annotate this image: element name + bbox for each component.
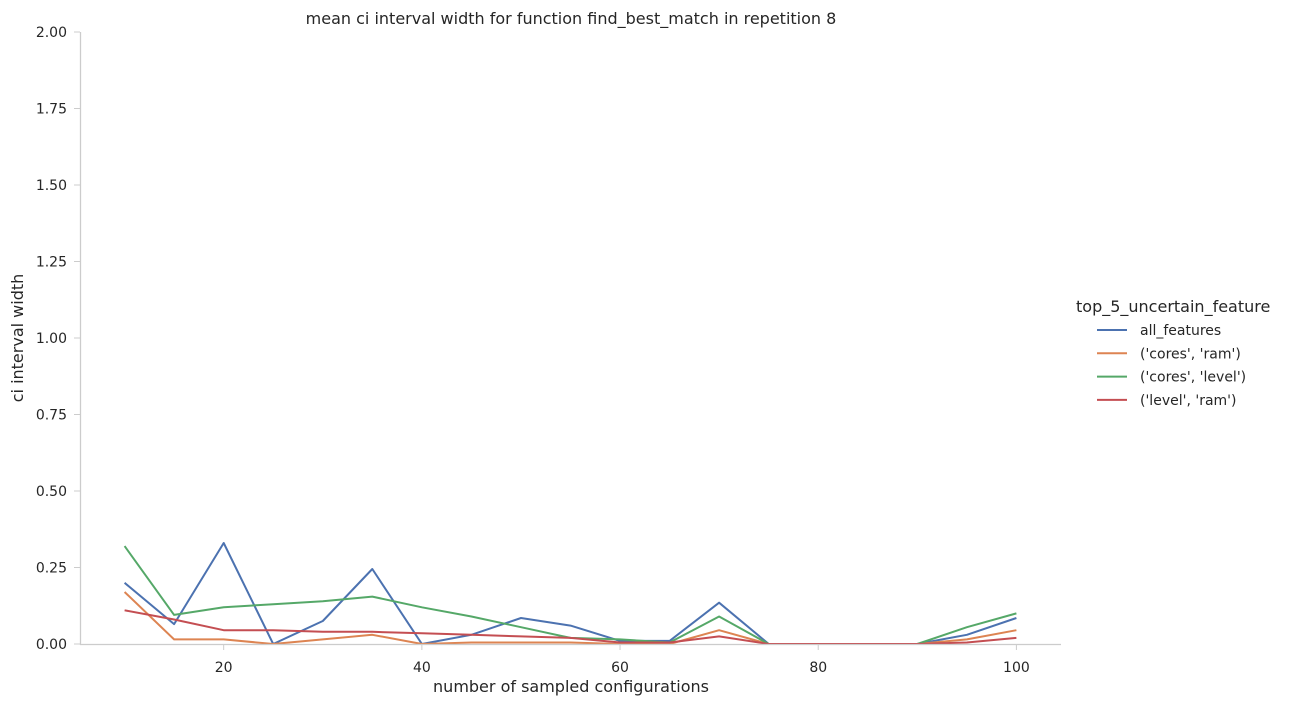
- x-tick-label: 100: [1003, 660, 1030, 676]
- y-tick-label: 0.75: [36, 408, 67, 424]
- y-tick-label: 0.00: [36, 637, 67, 653]
- x-tick-label: 80: [809, 660, 827, 676]
- y-axis-title: ci interval width: [8, 274, 27, 403]
- y-tick-label: 1.00: [36, 331, 67, 347]
- x-tick-labels: 20 40 60 80 100: [215, 644, 1030, 676]
- legend-label: ('level', 'ram'): [1140, 393, 1236, 409]
- y-tick-label: 2.00: [36, 25, 67, 41]
- legend-label: ('cores', 'level'): [1140, 370, 1246, 386]
- legend-title: top_5_uncertain_feature: [1076, 297, 1270, 317]
- y-tick-label: 1.25: [36, 255, 67, 271]
- series-line-0: [123, 542, 1017, 645]
- y-tick-label: 1.75: [36, 102, 67, 118]
- y-tick-label: 0.25: [36, 561, 67, 577]
- chart-title: mean ci interval width for function find…: [306, 9, 837, 29]
- legend-label: all_features: [1140, 323, 1221, 339]
- x-tick-label: 40: [413, 660, 431, 676]
- plot-lines: [123, 542, 1017, 645]
- series-line-1: [123, 591, 1017, 645]
- y-tick-labels: 0.00 0.25 0.50 0.75 1.00 1.25 1.50 1.75 2.00: [36, 25, 80, 653]
- x-axis-title: number of sampled configurations: [433, 677, 709, 696]
- x-tick-label: 60: [611, 660, 629, 676]
- y-tick-label: 0.50: [36, 484, 67, 500]
- legend: top_5_uncertain_feature all_features ('co…: [1076, 297, 1270, 409]
- legend-label: ('cores', 'ram'): [1140, 346, 1241, 362]
- y-tick-label: 1.50: [36, 178, 67, 194]
- x-tick-label: 20: [215, 660, 233, 676]
